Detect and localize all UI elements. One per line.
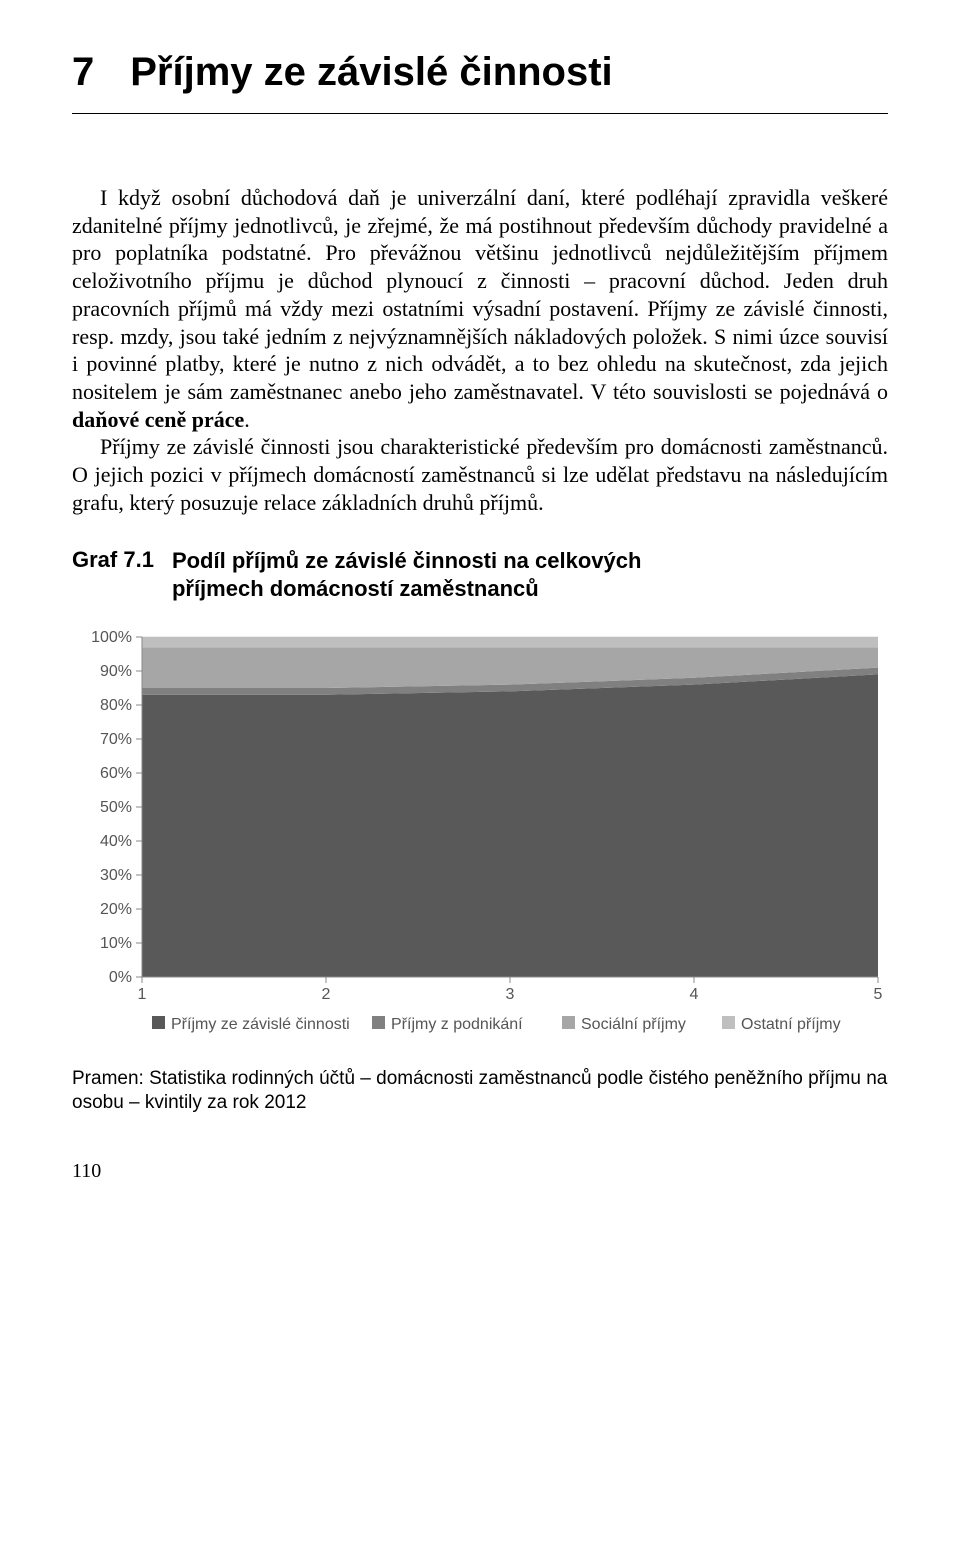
svg-text:50%: 50% [100,799,132,816]
chart-container: 0% 10% 20% 30% 40% 50% 60% 70% 80% 90% 100% 1 2 3 4 5 Př… [72,627,888,1047]
svg-text:Příjmy ze závislé činnosti: Příjmy ze závislé činnosti [171,1016,350,1033]
page-number: 110 [72,1160,888,1183]
svg-text:3: 3 [506,986,515,1003]
figure-title: Podíl příjmů ze závislé činnosti na celk… [172,547,642,603]
paragraph-1-text: I když osobní důchodová daň je univerzál… [72,185,888,404]
paragraph-1-bold: daňové ceně práce [72,407,244,432]
svg-text:60%: 60% [100,765,132,782]
figure-title-line2: příjmech domácností zaměstnanců [172,576,539,601]
svg-text:Sociální příjmy: Sociální příjmy [581,1016,686,1033]
svg-text:40%: 40% [100,833,132,850]
paragraph-1-tail: . [244,407,250,432]
svg-text:30%: 30% [100,867,132,884]
chapter-number: 7 [72,50,94,95]
source-text: Statistika rodinných účtů – domácnosti z… [72,1068,887,1113]
stacked-area-chart: 0% 10% 20% 30% 40% 50% 60% 70% 80% 90% 100% 1 2 3 4 5 Př… [72,627,888,1047]
figure-label: Graf 7.1 [72,547,154,573]
svg-text:1: 1 [138,986,147,1003]
figure-caption: Graf 7.1 Podíl příjmů ze závislé činnost… [72,547,888,603]
paragraph-2-text: Příjmy ze závislé činnosti jsou charakte… [72,434,888,514]
chapter-heading: 7 Příjmy ze závislé činnosti [72,50,888,95]
svg-text:Příjmy z podnikání: Příjmy z podnikání [391,1016,523,1033]
paragraph-2: Příjmy ze závislé činnosti jsou charakte… [72,433,888,516]
svg-text:2: 2 [322,986,331,1003]
svg-text:100%: 100% [91,629,132,646]
svg-text:Ostatní příjmy: Ostatní příjmy [741,1016,841,1033]
svg-text:4: 4 [690,986,699,1003]
source-label: Pramen: [72,1068,144,1089]
svg-text:70%: 70% [100,731,132,748]
svg-text:5: 5 [874,986,883,1003]
svg-text:90%: 90% [100,663,132,680]
svg-text:80%: 80% [100,697,132,714]
svg-text:20%: 20% [100,901,132,918]
paragraph-1: I když osobní důchodová daň je univerzál… [72,184,888,433]
svg-text:0%: 0% [109,969,132,986]
source-line: Pramen: Statistika rodinných účtů – domá… [72,1067,888,1116]
heading-rule [72,113,888,114]
figure-title-line1: Podíl příjmů ze závislé činnosti na celk… [172,548,642,573]
svg-text:10%: 10% [100,935,132,952]
chapter-title: Příjmy ze závislé činnosti [130,50,612,94]
